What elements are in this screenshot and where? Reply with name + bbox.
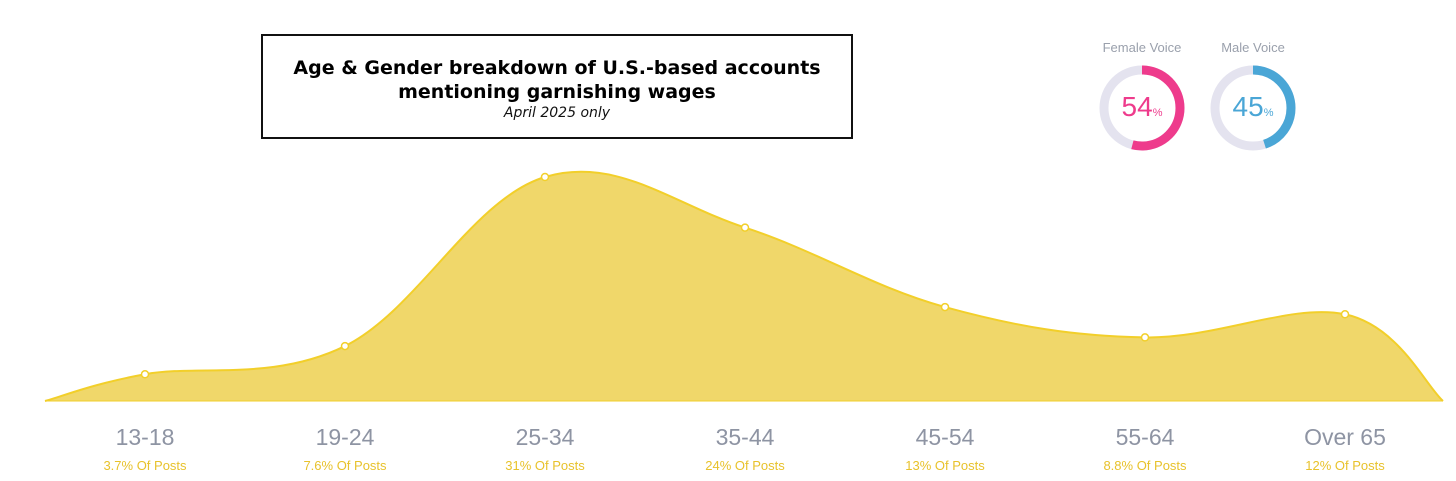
- value-label: 12% Of Posts: [1305, 458, 1385, 473]
- data-point-19-24: [340, 341, 350, 351]
- male-voice-label: Male Voice: [1221, 40, 1285, 55]
- area-fill: [45, 171, 1443, 401]
- data-point-25-34: [540, 172, 550, 182]
- value-label: 3.7% Of Posts: [103, 458, 187, 473]
- female-voice-donut: 54%: [1098, 64, 1186, 152]
- category-label: 45-54: [915, 424, 975, 450]
- male-voice-donut: 45%: [1209, 64, 1297, 152]
- value-label: 24% Of Posts: [705, 458, 785, 473]
- category-label: 55-64: [1115, 424, 1175, 450]
- category-label: 19-24: [315, 424, 375, 450]
- chart-title-box: Age & Gender breakdown of U.S.-based acc…: [261, 34, 853, 139]
- data-point-55-64: [1140, 333, 1150, 342]
- category-label: 25-34: [515, 424, 575, 450]
- female-voice-label: Female Voice: [1102, 40, 1182, 55]
- category-label: 35-44: [715, 424, 775, 450]
- value-label: 13% Of Posts: [905, 458, 985, 473]
- male-voice-value: 45%: [1232, 91, 1274, 122]
- data-point-over-65: [1340, 310, 1350, 319]
- male-donut-arc: [1210, 65, 1296, 151]
- data-point-35-44: [740, 223, 750, 232]
- value-label: 7.6% Of Posts: [303, 458, 387, 473]
- data-point-13-18: [140, 370, 150, 379]
- data-points: [140, 172, 1350, 379]
- female-donut-arc: [1099, 65, 1185, 151]
- female-voice-value: 54%: [1121, 91, 1163, 122]
- chart-subtitle: April 2025 only: [503, 105, 611, 121]
- category-label: Over 65: [1304, 424, 1386, 450]
- chart-title-line-1: Age & Gender breakdown of U.S.-based acc…: [293, 57, 821, 79]
- value-label: 8.8% Of Posts: [1103, 458, 1187, 473]
- value-label: 31% Of Posts: [505, 458, 585, 473]
- data-point-45-54: [940, 302, 950, 312]
- category-label: 13-18: [115, 424, 175, 450]
- chart-title-line-2: mentioning garnishing wages: [398, 81, 716, 103]
